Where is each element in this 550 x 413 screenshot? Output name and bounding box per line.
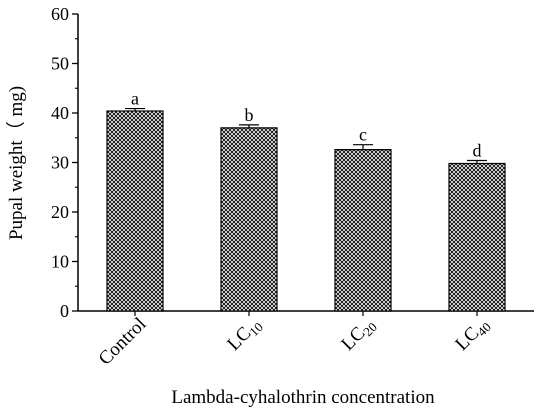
y-axis-title: Pupal weight（ mg): [5, 86, 27, 240]
x-axis-title: Lambda-cyhalothrin concentration: [171, 387, 435, 408]
y-tick-label: 40: [51, 103, 69, 123]
y-tick-label: 50: [51, 54, 69, 74]
significance-letter: c: [359, 125, 367, 145]
bar: [334, 149, 392, 312]
y-tick-label: 0: [60, 301, 69, 321]
x-tick-label: Control: [95, 314, 151, 370]
y-tick-label: 30: [51, 153, 69, 173]
y-tick-label: 10: [51, 252, 69, 272]
bar: [220, 127, 278, 312]
significance-letter: d: [473, 141, 482, 161]
significance-letter: b: [245, 105, 254, 125]
bar: [106, 110, 164, 312]
x-tick-label: LC20: [337, 314, 380, 357]
bar: [448, 162, 506, 312]
y-tick-label: 20: [51, 202, 69, 222]
x-tick-label: LC40: [451, 314, 494, 357]
significance-letter: a: [131, 89, 139, 109]
x-tick-label: LC10: [223, 314, 266, 357]
y-tick-label: 60: [51, 4, 69, 24]
plot-area: 0 10 20 30 40 50 60 a Control b LC10 c LC20 d LC40: [51, 4, 534, 370]
